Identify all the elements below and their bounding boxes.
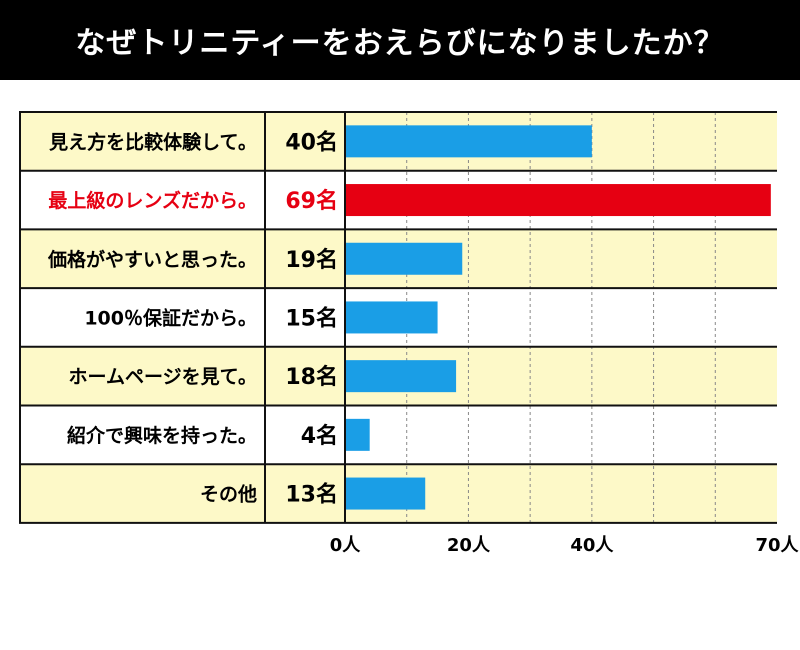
category-label: 価格がやすいと思った。 — [47, 248, 257, 271]
x-tick-label: 20人 — [447, 535, 491, 556]
title-bar: なぜトリニティーをおえらびになりましたか？ — [0, 0, 800, 80]
bar — [346, 360, 457, 393]
x-tick-label: 70人 — [755, 535, 799, 556]
category-label: 紹介で興味を持った。 — [67, 424, 257, 447]
category-label: 100％保証だから。 — [84, 306, 257, 329]
count-label: 15名 — [285, 305, 338, 331]
count-label: 18名 — [285, 364, 338, 390]
count-label: 13名 — [285, 482, 338, 508]
x-tick-label: 40人 — [570, 535, 614, 556]
bar — [346, 184, 771, 217]
bar — [346, 242, 463, 275]
category-label: 見え方を比較体験して。 — [49, 130, 257, 153]
chart-title: なぜトリニティーをおえらびになりましたか？ — [75, 26, 725, 61]
row-background — [20, 405, 777, 465]
chart-border — [19, 111, 777, 524]
x-tick-label: 0人 — [330, 535, 362, 556]
count-label: 19名 — [285, 247, 338, 273]
bar — [346, 301, 438, 334]
category-label: ホームページを見て。 — [69, 366, 257, 388]
category-label: その他 — [200, 483, 257, 506]
count-label: 69名 — [285, 188, 338, 214]
bar — [346, 125, 592, 158]
count-label: 4名 — [301, 423, 338, 449]
bar — [346, 477, 426, 510]
bar — [346, 418, 370, 451]
count-label: 40名 — [285, 129, 338, 155]
category-label: 最上級のレンズだから。 — [48, 189, 257, 212]
